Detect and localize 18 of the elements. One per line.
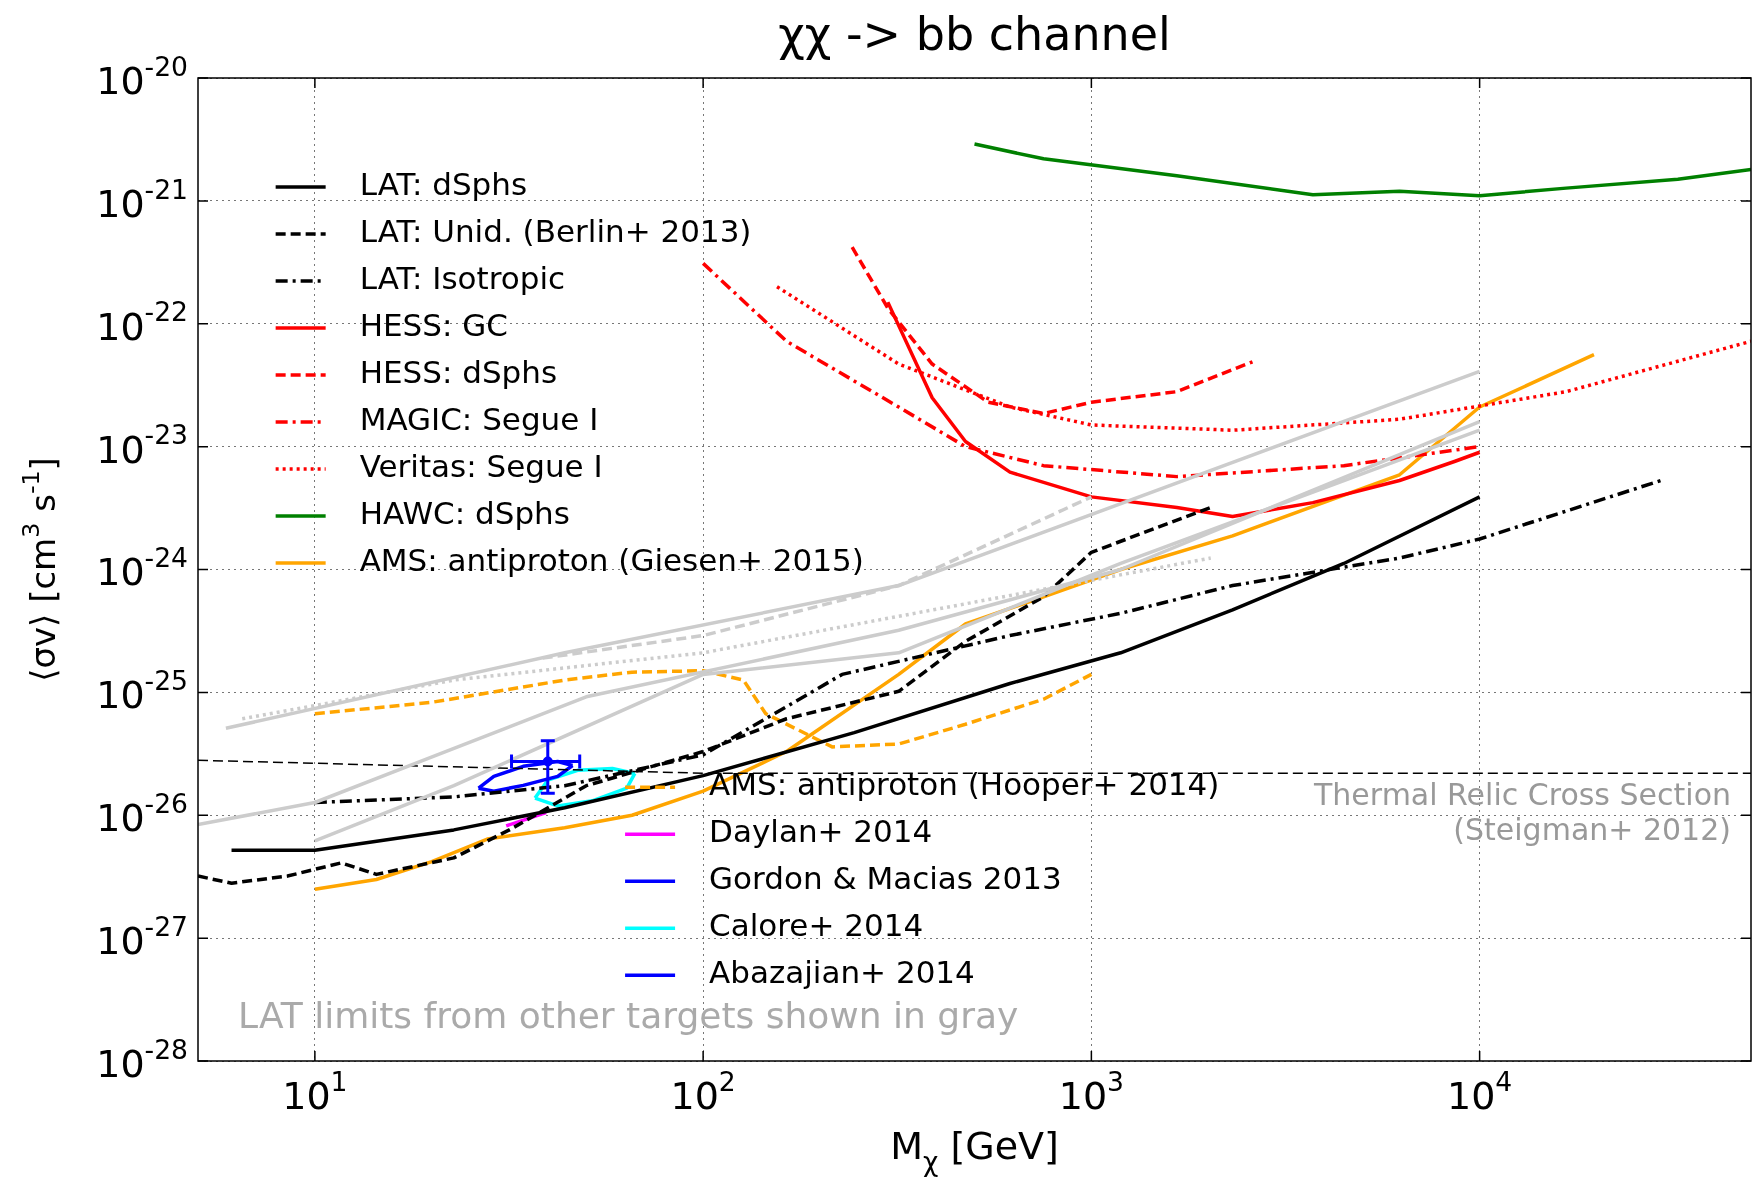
legend-label: Calore+ 2014 xyxy=(709,907,924,944)
legend-label: LAT: dSphs xyxy=(359,166,528,203)
legend-label: LAT: Isotropic xyxy=(359,260,566,297)
legend-label: MAGIC: Segue I xyxy=(359,401,599,438)
y-axis-title: ⟨σv⟩ [cm3 s-1] xyxy=(16,457,63,682)
legend-label: Gordon & Macias 2013 xyxy=(709,860,1062,897)
legend-label: Veritas: Segue I xyxy=(359,448,603,485)
annotation: Thermal Relic Cross Section (Steigman+ 2012) xyxy=(1313,777,1732,848)
legend-label: Daylan+ 2014 xyxy=(709,813,933,850)
legend-label: LAT: Unid. (Berlin+ 2013) xyxy=(359,213,752,250)
annotation: LAT limits from other targets shown in gray xyxy=(238,995,1019,1037)
legend-label: HESS: dSphs xyxy=(359,354,558,391)
legend-label: AMS: antiproton (Hooper+ 2014) xyxy=(709,766,1220,803)
legend-label: HESS: GC xyxy=(359,307,508,344)
legend-label: Abazajian+ 2014 xyxy=(709,954,975,991)
legend-label: AMS: antiproton (Giesen+ 2015) xyxy=(359,542,864,579)
chart-title: χχ -> bb channel xyxy=(778,6,1171,61)
legend-label: HAWC: dSphs xyxy=(359,495,570,532)
